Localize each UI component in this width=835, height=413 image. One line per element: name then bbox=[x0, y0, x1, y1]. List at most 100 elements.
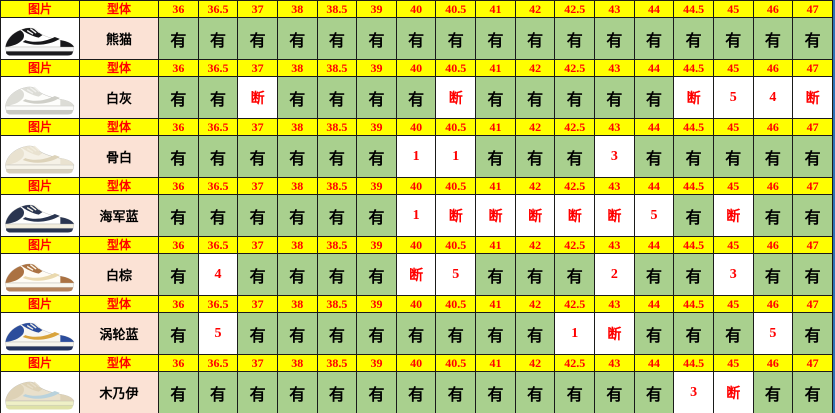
stock-cell[interactable]: 有 bbox=[594, 371, 635, 413]
stock-cell[interactable]: 有 bbox=[554, 371, 596, 413]
size-column-header[interactable]: 45 bbox=[712, 236, 754, 254]
stock-cell[interactable]: 有 bbox=[752, 194, 794, 237]
stock-cell[interactable]: 有 bbox=[514, 17, 556, 60]
stock-cell[interactable]: 有 bbox=[633, 253, 675, 296]
stock-cell[interactable]: 有 bbox=[633, 371, 675, 413]
size-column-header[interactable]: 47 bbox=[792, 59, 833, 77]
stock-cell[interactable]: 1 bbox=[435, 135, 477, 178]
size-column-header[interactable]: 36 bbox=[158, 59, 199, 77]
stock-cell[interactable]: 有 bbox=[633, 76, 675, 119]
stock-cell[interactable]: 断 bbox=[435, 194, 477, 237]
size-column-header[interactable]: 39 bbox=[356, 118, 397, 136]
size-column-header[interactable]: 38 bbox=[276, 295, 318, 313]
size-column-header[interactable]: 43 bbox=[594, 0, 635, 18]
size-column-header[interactable]: 44 bbox=[633, 295, 675, 313]
stock-cell[interactable]: 有 bbox=[435, 17, 477, 60]
stock-cell[interactable]: 有 bbox=[514, 135, 556, 178]
size-column-header[interactable]: 37 bbox=[237, 236, 278, 254]
size-column-header[interactable]: 44.5 bbox=[673, 59, 714, 77]
size-column-header[interactable]: 39 bbox=[356, 59, 397, 77]
stock-cell[interactable]: 有 bbox=[356, 253, 397, 296]
size-column-header[interactable]: 45 bbox=[712, 295, 754, 313]
stock-cell[interactable]: 有 bbox=[316, 312, 358, 355]
stock-cell[interactable]: 有 bbox=[316, 135, 358, 178]
size-column-header[interactable]: 42.5 bbox=[554, 177, 596, 195]
model-column-header[interactable]: 型体 bbox=[79, 118, 159, 136]
stock-cell[interactable]: 有 bbox=[475, 17, 516, 60]
image-column-header[interactable]: 图片 bbox=[0, 0, 80, 18]
size-column-header[interactable]: 47 bbox=[792, 295, 833, 313]
stock-cell[interactable]: 有 bbox=[475, 371, 516, 413]
stock-cell[interactable]: 有 bbox=[475, 76, 516, 119]
size-column-header[interactable]: 47 bbox=[792, 354, 833, 372]
size-column-header[interactable]: 47 bbox=[792, 118, 833, 136]
size-column-header[interactable]: 45 bbox=[712, 59, 754, 77]
stock-cell[interactable]: 有 bbox=[276, 17, 318, 60]
size-column-header[interactable]: 40 bbox=[395, 0, 437, 18]
stock-cell[interactable]: 有 bbox=[276, 312, 318, 355]
stock-cell[interactable]: 有 bbox=[356, 76, 397, 119]
size-column-header[interactable]: 36 bbox=[158, 177, 199, 195]
stock-cell[interactable]: 1 bbox=[554, 312, 596, 355]
size-column-header[interactable]: 37 bbox=[237, 295, 278, 313]
size-column-header[interactable]: 44 bbox=[633, 59, 675, 77]
stock-cell[interactable]: 有 bbox=[237, 371, 278, 413]
stock-cell[interactable]: 有 bbox=[475, 312, 516, 355]
stock-cell[interactable]: 有 bbox=[395, 371, 437, 413]
stock-cell[interactable]: 5 bbox=[752, 312, 794, 355]
stock-cell[interactable]: 有 bbox=[158, 253, 199, 296]
stock-cell[interactable]: 有 bbox=[395, 17, 437, 60]
size-column-header[interactable]: 44.5 bbox=[673, 295, 714, 313]
size-column-header[interactable]: 40 bbox=[395, 177, 437, 195]
stock-cell[interactable]: 有 bbox=[673, 135, 714, 178]
stock-cell[interactable]: 有 bbox=[356, 17, 397, 60]
size-column-header[interactable]: 36.5 bbox=[197, 59, 239, 77]
size-column-header[interactable]: 42 bbox=[514, 236, 556, 254]
size-column-header[interactable]: 44.5 bbox=[673, 0, 714, 18]
size-column-header[interactable]: 38 bbox=[276, 0, 318, 18]
size-column-header[interactable]: 38 bbox=[276, 118, 318, 136]
model-column-header[interactable]: 型体 bbox=[79, 236, 159, 254]
size-column-header[interactable]: 36.5 bbox=[197, 0, 239, 18]
size-column-header[interactable]: 42 bbox=[514, 354, 556, 372]
stock-cell[interactable]: 有 bbox=[316, 194, 358, 237]
stock-cell[interactable]: 有 bbox=[435, 371, 477, 413]
stock-cell[interactable]: 有 bbox=[792, 371, 833, 413]
size-column-header[interactable]: 42.5 bbox=[554, 59, 596, 77]
stock-cell[interactable]: 有 bbox=[792, 253, 833, 296]
stock-cell[interactable]: 有 bbox=[475, 135, 516, 178]
size-column-header[interactable]: 40.5 bbox=[435, 118, 477, 136]
size-column-header[interactable]: 43 bbox=[594, 177, 635, 195]
image-column-header[interactable]: 图片 bbox=[0, 177, 80, 195]
stock-cell[interactable]: 有 bbox=[712, 17, 754, 60]
size-column-header[interactable]: 40.5 bbox=[435, 236, 477, 254]
stock-cell[interactable]: 有 bbox=[158, 371, 199, 413]
stock-cell[interactable]: 有 bbox=[356, 135, 397, 178]
size-column-header[interactable]: 44 bbox=[633, 177, 675, 195]
stock-cell[interactable]: 有 bbox=[594, 17, 635, 60]
stock-cell[interactable]: 有 bbox=[673, 17, 714, 60]
stock-cell[interactable]: 有 bbox=[435, 312, 477, 355]
stock-cell[interactable]: 有 bbox=[514, 371, 556, 413]
size-column-header[interactable]: 44.5 bbox=[673, 177, 714, 195]
product-name[interactable]: 白灰 bbox=[79, 76, 159, 119]
stock-cell[interactable]: 有 bbox=[158, 135, 199, 178]
stock-cell[interactable]: 有 bbox=[158, 194, 199, 237]
size-column-header[interactable]: 43 bbox=[594, 59, 635, 77]
stock-cell[interactable]: 有 bbox=[356, 194, 397, 237]
stock-cell[interactable]: 断 bbox=[712, 194, 754, 237]
stock-cell[interactable]: 5 bbox=[633, 194, 675, 237]
stock-cell[interactable]: 有 bbox=[276, 194, 318, 237]
size-column-header[interactable]: 44.5 bbox=[673, 236, 714, 254]
size-column-header[interactable]: 36 bbox=[158, 295, 199, 313]
size-column-header[interactable]: 38.5 bbox=[316, 118, 358, 136]
stock-cell[interactable]: 2 bbox=[594, 253, 635, 296]
stock-cell[interactable]: 5 bbox=[712, 76, 754, 119]
size-column-header[interactable]: 47 bbox=[792, 236, 833, 254]
stock-cell[interactable]: 4 bbox=[752, 76, 794, 119]
stock-cell[interactable]: 有 bbox=[316, 253, 358, 296]
size-column-header[interactable]: 39 bbox=[356, 354, 397, 372]
stock-cell[interactable]: 断 bbox=[712, 371, 754, 413]
size-column-header[interactable]: 44.5 bbox=[673, 354, 714, 372]
size-column-header[interactable]: 40.5 bbox=[435, 177, 477, 195]
